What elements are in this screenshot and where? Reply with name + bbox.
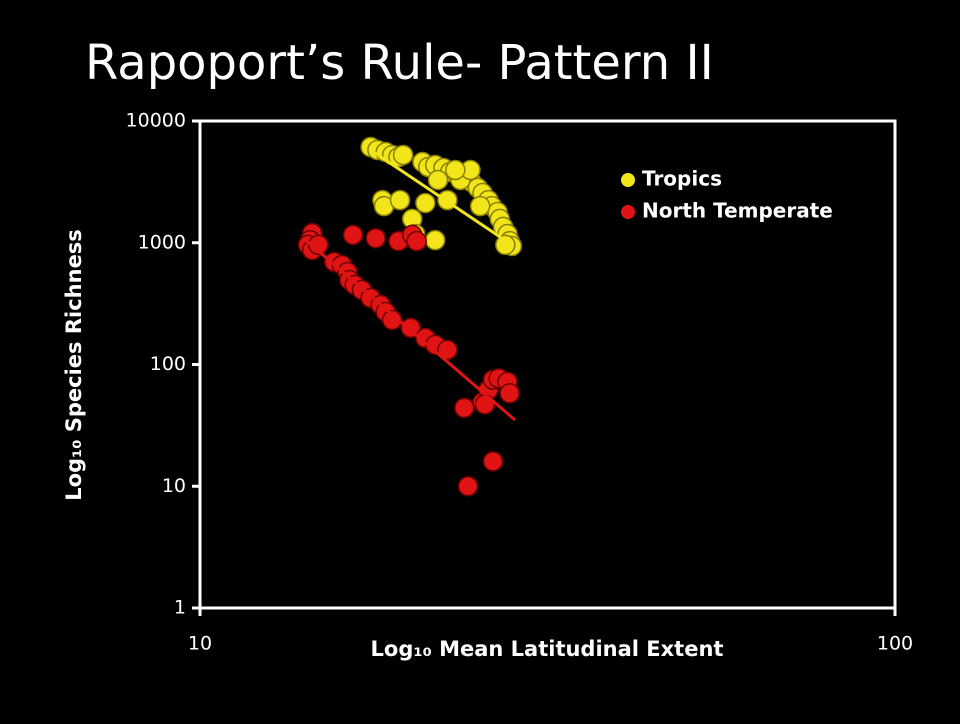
scatter-point	[342, 224, 364, 246]
scatter-point	[495, 234, 516, 256]
legend-marker	[621, 173, 635, 187]
scatter-point	[415, 192, 436, 214]
scatter-point	[437, 339, 458, 361]
y-tick-label: 10	[162, 475, 186, 497]
scatter-point	[499, 383, 520, 404]
scatter-point	[424, 229, 446, 251]
scatter-point	[445, 159, 466, 181]
x-tick-label: 100	[877, 633, 913, 655]
scatter-point	[389, 189, 411, 211]
scatter-point	[392, 144, 414, 166]
trend-line	[369, 148, 513, 247]
scatter-point	[457, 476, 479, 497]
scatter-point	[482, 451, 504, 472]
scatter-point	[365, 227, 386, 249]
scatter-point	[453, 397, 475, 419]
scatter-point	[308, 234, 329, 256]
trend-line	[304, 239, 517, 422]
y-tick-label: 100	[150, 353, 186, 375]
y-tick-label: 1	[174, 597, 186, 619]
y-tick-label: 1000	[138, 231, 186, 253]
legend-marker	[621, 205, 635, 219]
y-tick-label: 10000	[126, 110, 186, 132]
chart-title: Rapoport’s Rule- Pattern II	[85, 35, 714, 91]
scatter-point	[381, 309, 403, 331]
x-tick-label: 10	[188, 633, 212, 655]
scatter-point	[474, 394, 496, 415]
scatter-point	[469, 195, 491, 217]
y-axis-label: Log₁₀ Species Richness	[62, 229, 86, 501]
x-axis-label: Log₁₀ Mean Latitudinal Extent	[371, 637, 724, 661]
scatter-point	[427, 169, 449, 191]
scatter-point	[406, 230, 427, 252]
legend-label: North Temperate	[642, 199, 833, 223]
legend-label: Tropics	[642, 167, 722, 191]
